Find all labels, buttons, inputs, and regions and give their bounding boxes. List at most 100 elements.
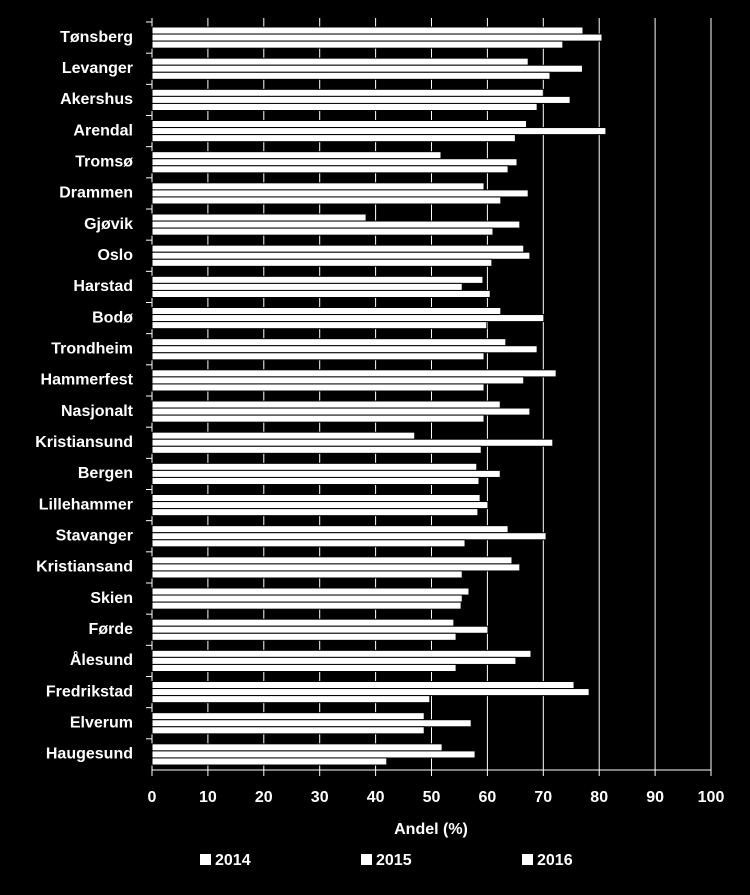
bar (151, 196, 502, 205)
bar (151, 563, 521, 572)
bar (151, 532, 547, 541)
bar (151, 757, 388, 766)
bar (151, 189, 529, 198)
y-tick-label: Tønsberg (60, 29, 133, 46)
bar (151, 321, 488, 330)
y-tick-label: Fredrikstad (46, 683, 133, 700)
x-axis-title: Andel (%) (394, 821, 468, 838)
bar (151, 462, 478, 471)
bar (151, 127, 607, 136)
bar (151, 64, 583, 73)
bar (151, 726, 425, 735)
y-tick-label: Gjøvik (84, 216, 133, 233)
x-tick-label: 0 (148, 789, 157, 806)
bar (151, 556, 513, 565)
bar (151, 158, 518, 167)
bar (151, 369, 557, 378)
bar (151, 570, 463, 579)
bar (151, 494, 481, 503)
bar (151, 407, 531, 416)
legend-swatch (200, 854, 211, 865)
bar (151, 414, 485, 423)
legend-swatch (361, 854, 372, 865)
bar (151, 151, 442, 160)
bar (151, 688, 590, 697)
y-tick-label: Lillehammer (39, 496, 133, 513)
y-tick-label: Førde (89, 621, 134, 638)
bar (151, 275, 484, 284)
bar (151, 743, 443, 752)
bar (151, 282, 463, 291)
bar (151, 750, 476, 759)
y-tick-label: Tromsø (75, 153, 133, 170)
bar (151, 525, 509, 534)
x-tick-label: 50 (423, 789, 441, 806)
bar (151, 307, 502, 316)
bar (151, 618, 455, 627)
bar (151, 244, 525, 253)
bar (151, 438, 554, 447)
bar (151, 625, 489, 634)
y-tick-label: Skien (90, 590, 133, 607)
bar (151, 134, 516, 143)
bar (151, 445, 482, 454)
bar (151, 227, 494, 236)
bar (151, 338, 507, 347)
y-tick-label: Nasjonalt (61, 403, 134, 420)
bar (151, 314, 545, 323)
x-tick-label: 40 (367, 789, 385, 806)
bar (151, 71, 551, 80)
x-tick-label: 20 (255, 789, 273, 806)
y-tick-label: Kristiansund (35, 434, 133, 451)
y-tick-label: Harstad (73, 278, 133, 295)
bar (151, 383, 485, 392)
bar (151, 400, 501, 409)
y-tick-label: Elverum (70, 714, 133, 731)
bar (151, 345, 538, 354)
bar (151, 33, 603, 42)
bar (151, 601, 462, 610)
x-tick-label: 100 (698, 789, 725, 806)
bar (151, 220, 521, 229)
x-tick-label: 80 (590, 789, 608, 806)
y-tick-label: Bodø (92, 309, 133, 326)
bar (151, 251, 531, 260)
bar (151, 182, 485, 191)
bar (151, 663, 457, 673)
bar (151, 681, 575, 690)
y-tick-label: Haugesund (46, 746, 133, 763)
bar (151, 95, 571, 104)
x-tick-label: 90 (646, 789, 664, 806)
bar (151, 587, 470, 596)
y-tick-label: Oslo (97, 247, 133, 264)
x-tick-label: 10 (199, 789, 217, 806)
legend-swatch (522, 854, 533, 865)
bar (151, 632, 457, 641)
y-tick-label: Hammerfest (41, 372, 134, 389)
y-tick-label: Levanger (62, 60, 133, 77)
x-tick-label: 30 (311, 789, 329, 806)
bar (151, 57, 529, 66)
bar (151, 102, 538, 111)
bar (151, 289, 491, 299)
bar (151, 88, 544, 97)
y-tick-label: Bergen (78, 465, 133, 482)
bar (151, 258, 493, 267)
x-tick-label: 70 (534, 789, 552, 806)
bar (151, 476, 480, 486)
y-tick-label: Ålesund (70, 650, 133, 669)
bar (151, 40, 564, 49)
bar (151, 213, 367, 222)
bar (151, 469, 501, 478)
y-tick-label: Akershus (60, 91, 133, 108)
legend-label: 2014 (215, 852, 251, 869)
bar (151, 649, 532, 658)
bar (151, 376, 525, 385)
bar (151, 719, 472, 728)
bar (151, 352, 485, 361)
y-tick-label: Kristiansand (36, 559, 133, 576)
bar (151, 539, 466, 548)
x-tick-label: 60 (479, 789, 497, 806)
legend-label: 2015 (376, 852, 412, 869)
